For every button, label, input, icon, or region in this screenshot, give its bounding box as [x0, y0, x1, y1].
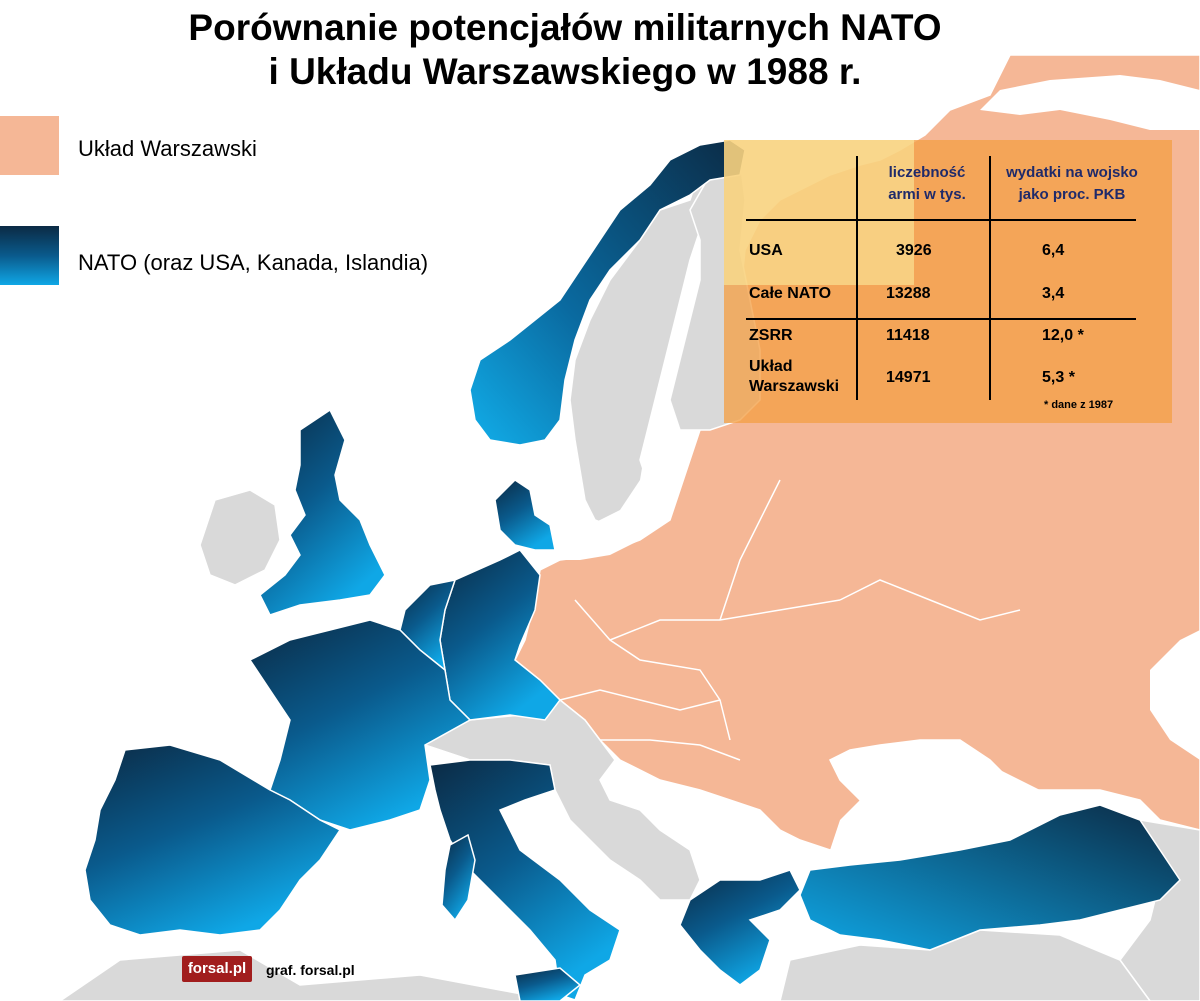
country-borders: [559, 479, 1021, 801]
region-middle-east: [779, 929, 1151, 1001]
region-turkey: [799, 804, 1181, 951]
row-spending-warsaw-pact: 5,3 *: [1042, 369, 1075, 386]
white-sea: [980, 75, 1200, 130]
table-header-army: liczebność armi w tys.: [888, 164, 966, 203]
table-divider-vertical-1: [856, 156, 858, 400]
row-spending-usa: 6,4: [1042, 242, 1065, 259]
region-sardinia: [441, 833, 476, 922]
row-label-warsaw-pact: Układ Warszawski: [749, 358, 840, 395]
region-france: [248, 619, 472, 831]
highlight-overlay: [724, 140, 914, 285]
row-spending-ussr: 12,0 *: [1042, 327, 1084, 344]
row-army-ussr: 11418: [886, 327, 930, 344]
title-line-1: Porównanie potencjałów militarnych NATO: [188, 7, 942, 48]
region-iberia: [84, 744, 342, 936]
region-norway: [469, 139, 746, 446]
legend-label-warsaw-pact: Układ Warszawski: [78, 136, 257, 161]
table-divider-horizontal-2: [746, 318, 1136, 320]
region-ireland: [199, 489, 281, 586]
row-label-usa: USA: [749, 242, 783, 259]
region-denmark: [494, 479, 556, 551]
title-line-2: i Układu Warszawskiego w 1988 r.: [268, 51, 862, 92]
legend-label-nato: NATO (oraz USA, Kanada, Islandia): [78, 250, 429, 275]
row-army-nato: 13288: [886, 285, 931, 302]
table-divider-vertical-2: [989, 156, 991, 400]
caspian-sea: [1150, 630, 1200, 760]
legend-swatch-warsaw-pact: [0, 116, 59, 175]
black-sea: [830, 745, 1080, 865]
row-label-ussr: ZSRR: [749, 327, 793, 344]
graphic-credit: graf. forsal.pl: [266, 962, 355, 978]
table-header-spending: wydatki na wojsko jako proc. PKB: [1006, 164, 1138, 203]
region-greece: [679, 869, 801, 986]
table-divider-horizontal-1: [746, 219, 1136, 221]
legend-swatch-nato: [0, 226, 59, 285]
table-footnote: * dane z 1987: [1044, 399, 1114, 411]
forsal-logo: forsal.pl: [182, 956, 252, 982]
row-spending-nato: 3,4: [1042, 285, 1065, 302]
row-army-warsaw-pact: 14971: [886, 369, 931, 386]
row-army-usa: 3926: [896, 242, 932, 259]
row-label-nato: Całe NATO: [749, 285, 832, 302]
data-table-panel: liczebność armi w tys. wydatki na wojsko…: [724, 140, 1172, 423]
baltic-sea: [555, 430, 690, 560]
region-uk: [259, 408, 386, 616]
region-sicily: [514, 967, 582, 1001]
